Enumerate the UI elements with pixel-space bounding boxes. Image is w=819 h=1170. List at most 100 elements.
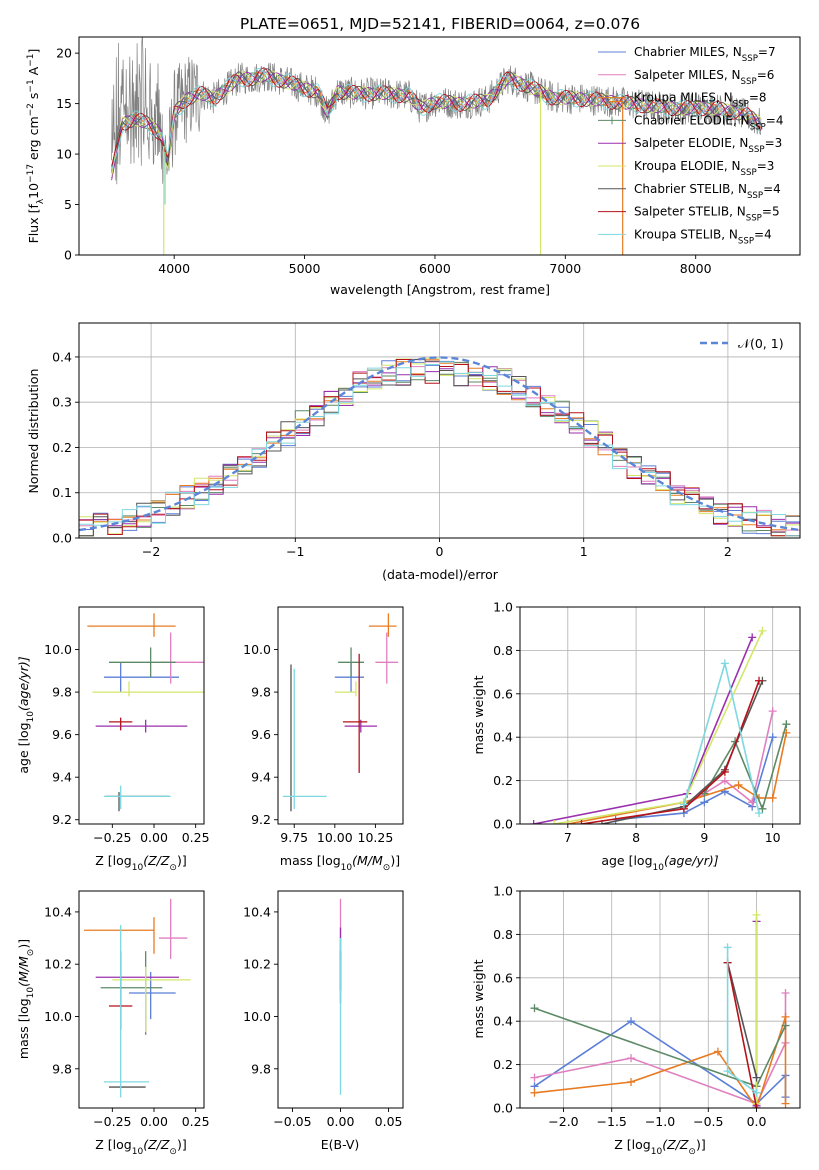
label-part: age [log — [601, 853, 652, 868]
plot-area — [111, 37, 762, 255]
label-part: SSP — [741, 168, 757, 178]
y-tick-label: 9.6 — [251, 727, 271, 742]
x-tick-label: 6000 — [419, 261, 451, 276]
label-part: Z [log — [95, 1137, 131, 1152]
x-tick-label: 0.00 — [327, 1114, 355, 1129]
residual-histogram — [79, 358, 800, 537]
residual-histogram — [79, 359, 800, 537]
x-axis-label: wavelength [Angstrom, rest frame] — [330, 282, 550, 297]
legend-label: Kroupa MILES, NSSP=8 — [634, 91, 767, 110]
y-tick-label: 5 — [64, 197, 72, 212]
mass-vs-ebv-panel: −0.05 0.00 0.05 9.8 10.0 10.2 10.4 E(B-V) — [243, 890, 404, 1152]
x-tick-label: 1 — [580, 544, 588, 559]
residuals-panel: −2 −1 0 1 2 0.0 0.1 0.2 0.3 0.4 𝒩(0, 1) (data-model… — [26, 322, 801, 582]
y-tick-label: 0 — [64, 248, 72, 263]
y-tick-label: 0.4 — [493, 730, 513, 745]
mass-weight-vs-metallicity-panel: −2.0 −1.5 −1.0 −0.5 0.0 0.0 0.2 0.4 0.6 0.8 1.0 Z [… — [471, 884, 801, 1157]
y-tick-label: 0.8 — [493, 643, 513, 658]
model-spectrum — [111, 68, 761, 171]
y-tick-label: 0.6 — [493, 970, 513, 985]
label-part: ⊙ — [26, 949, 36, 957]
x-tick-label: 9 — [700, 830, 708, 845]
label-part: (M/M — [16, 956, 31, 987]
x-tick-label: 5000 — [289, 261, 321, 276]
y-tick-label: 0.0 — [493, 817, 513, 832]
axes-frame — [78, 890, 205, 1109]
weight-marker — [781, 988, 790, 997]
label-part: SSP — [741, 77, 757, 87]
x-tick-label: 10.00 — [317, 830, 353, 845]
x-tick-label: 0 — [436, 544, 444, 559]
x-tick-label: 0.25 — [182, 1114, 210, 1129]
x-axis-label: E(B-V) — [321, 1137, 360, 1152]
y-axis-label: mass weight — [471, 959, 486, 1038]
figure-title: PLATE=0651, MJD=52141, FIBERID=0064, z=0… — [240, 15, 640, 33]
label-part: )] — [16, 939, 31, 949]
y-tick-label: 9.4 — [251, 770, 271, 785]
y-tick-label: 0.8 — [493, 927, 513, 942]
weight-marker — [758, 626, 767, 635]
label-part: =5 — [762, 205, 780, 219]
y-tick-label: 10.0 — [44, 642, 72, 657]
label-part: =6 — [757, 68, 775, 82]
label-part: ⊙ — [383, 863, 391, 873]
label-part: (Z/Z — [143, 1137, 170, 1152]
label-part: SSP — [748, 145, 764, 155]
y-tick-label: 0.2 — [52, 440, 72, 455]
y-tick-label: 9.6 — [52, 727, 72, 742]
label-part: Kroupa ELODIE, N — [634, 159, 741, 173]
plot-area — [529, 626, 791, 824]
y-tick-label: 1.0 — [493, 600, 513, 615]
y-tick-label: 0.3 — [52, 395, 72, 410]
normal-curve — [79, 356, 800, 532]
y-tick-label: 10.0 — [243, 642, 271, 657]
y-tick-label: 9.8 — [251, 685, 271, 700]
weight-marker — [768, 733, 777, 742]
weight-marker — [530, 1073, 539, 1082]
x-tick-label: −2 — [142, 544, 160, 559]
y-tick-label: 0.1 — [52, 485, 72, 500]
weight-marker — [720, 776, 729, 785]
y-axis-label: mass weight — [471, 675, 486, 754]
axes-frame — [78, 36, 801, 256]
plot-area — [282, 613, 399, 812]
x-tick-label: 10 — [765, 830, 781, 845]
legend-label: Kroupa STELIB, NSSP=4 — [634, 227, 772, 246]
weight-marker — [627, 1017, 636, 1026]
label-part: 10 — [26, 711, 36, 723]
label-part: )] — [390, 853, 400, 868]
y-tick-label: 1.0 — [493, 884, 513, 899]
weight-marker — [713, 1047, 722, 1056]
x-axis-label: age [log10(age/yr)] — [601, 853, 718, 873]
label-part: 10 — [26, 183, 41, 199]
label-part: 10 — [341, 863, 353, 873]
weight-marker — [781, 1012, 790, 1021]
label-part: )] — [696, 1137, 706, 1152]
label-part: λ — [36, 198, 46, 204]
label-part: ⊙ — [169, 1147, 177, 1157]
label-part: −17 — [26, 164, 36, 183]
legend-label: Salpeter STELIB, NSSP=5 — [634, 205, 780, 224]
axes-frame — [277, 606, 404, 825]
plot-area — [79, 356, 800, 537]
y-tick-label: 10.4 — [44, 904, 72, 919]
label-part: mass [log — [280, 853, 341, 868]
x-tick-label: 7000 — [549, 261, 581, 276]
x-tick-label: 0.00 — [140, 830, 168, 845]
weight-marker — [781, 1099, 790, 1108]
x-tick-label: 10.25 — [358, 830, 394, 845]
weight-marker — [758, 804, 767, 813]
residual-histogram — [79, 361, 800, 537]
label-part: mass [log — [16, 998, 31, 1059]
label-part: Chabrier STELIB, N — [634, 182, 747, 196]
axes-frame — [519, 606, 801, 825]
x-axis-label: Z [log10(Z/Z⊙)] — [95, 853, 186, 873]
label-part: −1 — [26, 54, 36, 67]
label-part: Kroupa STELIB, N — [634, 227, 738, 241]
label-part: Chabrier ELODIE, N — [634, 113, 750, 127]
plot-area — [87, 613, 204, 812]
y-tick-label: 0.2 — [493, 773, 513, 788]
label-part: (Z/Z — [662, 1137, 689, 1152]
y-tick-label: 0.0 — [493, 1101, 513, 1116]
